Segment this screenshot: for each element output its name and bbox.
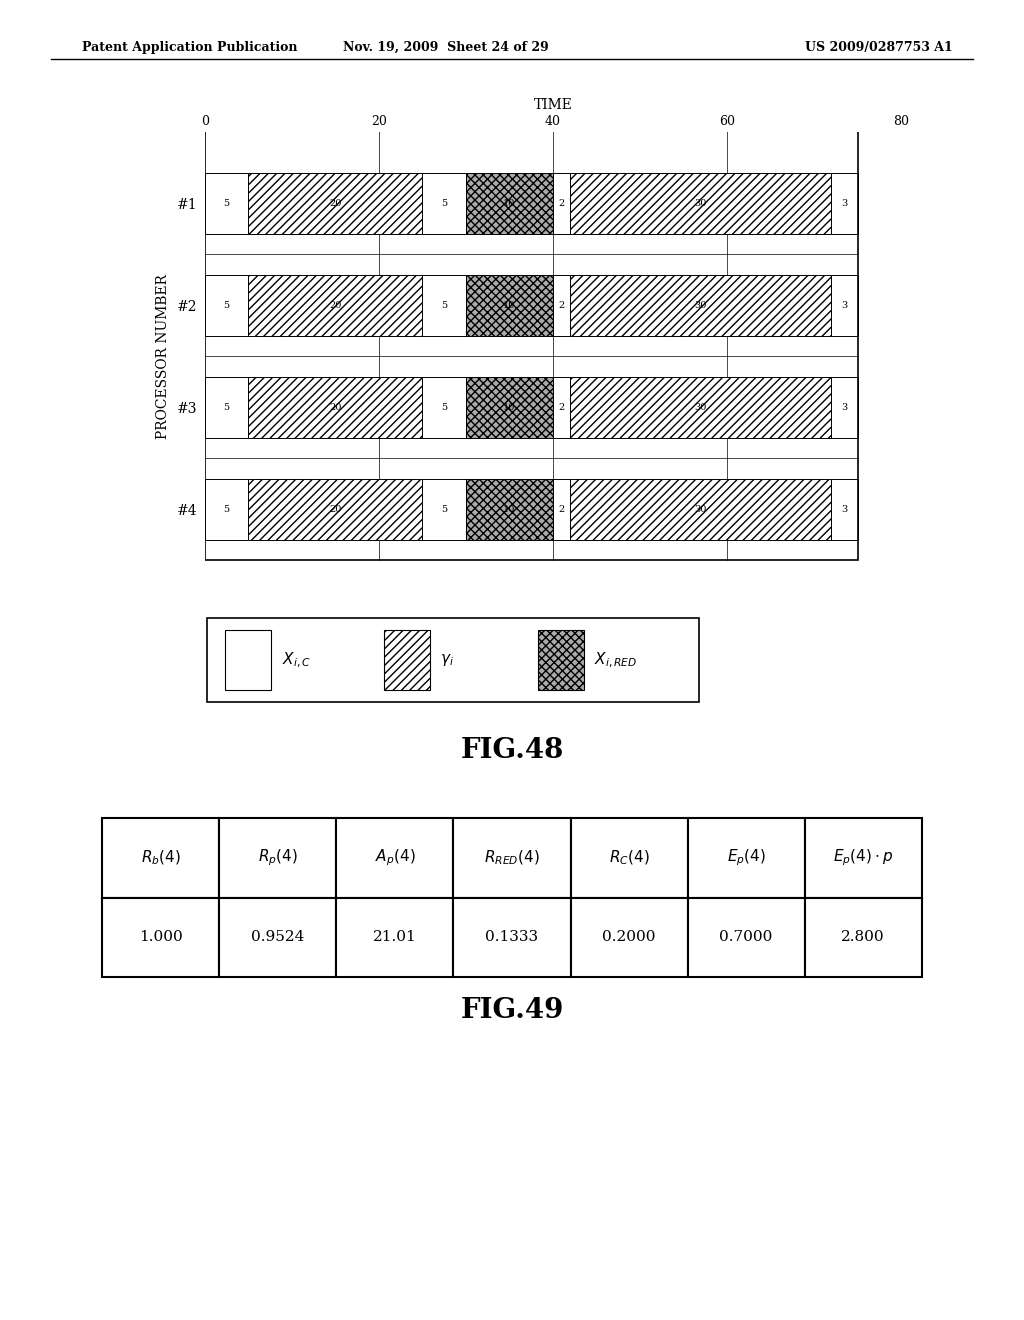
Bar: [225, 630, 271, 689]
Text: 10: 10: [503, 403, 516, 412]
Bar: [553, 376, 570, 438]
Bar: [553, 173, 570, 234]
Bar: [466, 173, 553, 234]
Text: 5: 5: [441, 504, 447, 513]
Bar: [205, 275, 249, 337]
Text: 2: 2: [558, 504, 565, 513]
Bar: [423, 479, 466, 540]
Text: 5: 5: [223, 504, 229, 513]
Text: US 2009/0287753 A1: US 2009/0287753 A1: [805, 41, 952, 54]
Bar: [553, 275, 570, 337]
Text: 10: 10: [503, 199, 516, 207]
Text: 2: 2: [558, 403, 565, 412]
Text: 3: 3: [842, 301, 848, 310]
Text: 5: 5: [441, 403, 447, 412]
Bar: [205, 376, 249, 438]
Bar: [384, 630, 430, 689]
Bar: [831, 376, 858, 438]
Text: $X_{i,RED}$: $X_{i,RED}$: [594, 651, 637, 669]
Bar: [205, 479, 249, 540]
Text: 5: 5: [223, 301, 229, 310]
Bar: [466, 479, 553, 540]
Text: Nov. 19, 2009  Sheet 24 of 29: Nov. 19, 2009 Sheet 24 of 29: [343, 41, 548, 54]
Bar: [466, 376, 553, 438]
Text: 30: 30: [694, 403, 708, 412]
Bar: [538, 630, 584, 689]
Bar: [249, 275, 423, 337]
Bar: [570, 173, 831, 234]
Text: Patent Application Publication: Patent Application Publication: [82, 41, 297, 54]
Bar: [249, 479, 423, 540]
Text: 2: 2: [558, 301, 565, 310]
Bar: [570, 275, 831, 337]
Text: $X_{i,C}$: $X_{i,C}$: [282, 651, 310, 669]
Text: 5: 5: [441, 199, 447, 207]
Bar: [553, 479, 570, 540]
Text: 10: 10: [503, 301, 516, 310]
Text: 30: 30: [694, 301, 708, 310]
Bar: [831, 173, 858, 234]
X-axis label: TIME: TIME: [534, 98, 572, 112]
Bar: [831, 275, 858, 337]
Text: 30: 30: [694, 504, 708, 513]
Y-axis label: PROCESSOR NUMBER: PROCESSOR NUMBER: [157, 273, 170, 438]
Text: 5: 5: [441, 301, 447, 310]
Bar: [831, 479, 858, 540]
Text: 20: 20: [329, 301, 342, 310]
Bar: [423, 275, 466, 337]
Bar: [570, 376, 831, 438]
Bar: [249, 173, 423, 234]
Text: 3: 3: [842, 199, 848, 207]
Bar: [423, 376, 466, 438]
Bar: [570, 479, 831, 540]
Text: 5: 5: [223, 403, 229, 412]
Text: 20: 20: [329, 403, 342, 412]
Text: 3: 3: [842, 403, 848, 412]
Text: FIG.48: FIG.48: [461, 737, 563, 763]
Text: 30: 30: [694, 199, 708, 207]
Bar: [423, 173, 466, 234]
Text: 3: 3: [842, 504, 848, 513]
Bar: [205, 173, 249, 234]
Text: 20: 20: [329, 504, 342, 513]
Bar: [249, 376, 423, 438]
Text: 5: 5: [223, 199, 229, 207]
Text: 10: 10: [503, 504, 516, 513]
Text: $\gamma_i$: $\gamma_i$: [440, 652, 455, 668]
Bar: [466, 275, 553, 337]
Text: FIG.49: FIG.49: [461, 997, 563, 1023]
Text: 20: 20: [329, 199, 342, 207]
Text: 2: 2: [558, 199, 565, 207]
